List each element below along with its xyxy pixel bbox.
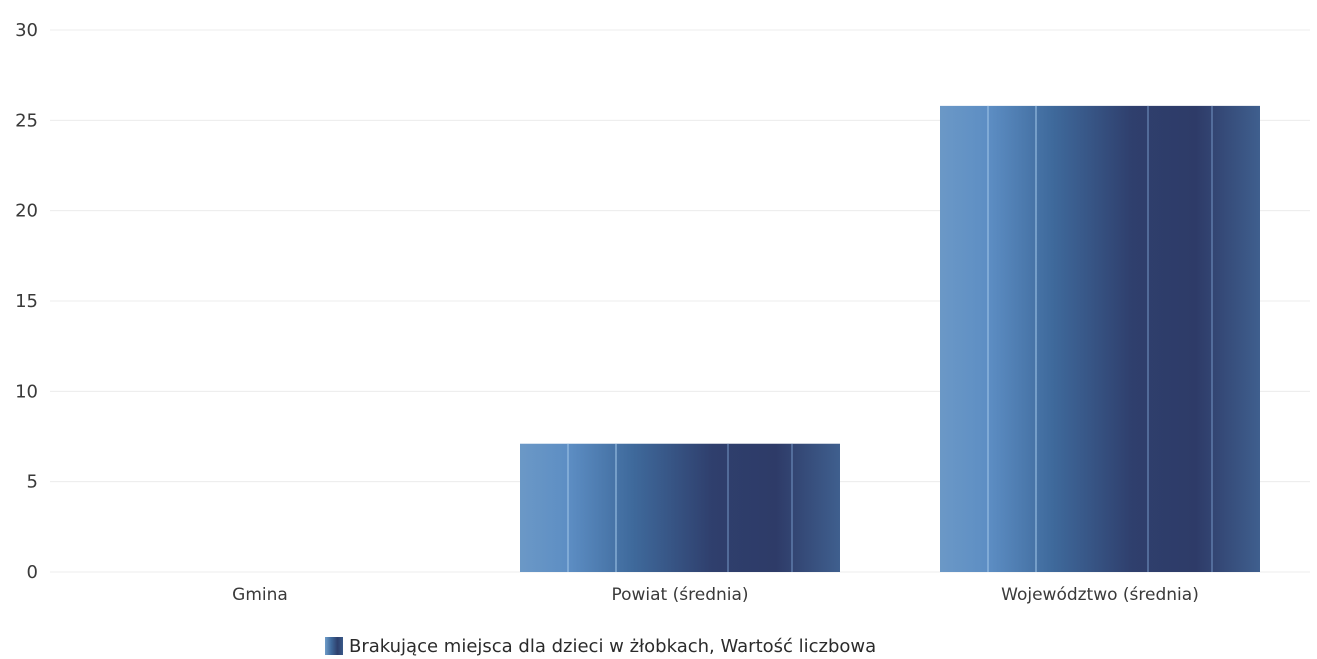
bar xyxy=(520,443,840,572)
bar xyxy=(940,105,1260,572)
gridlines xyxy=(50,29,1310,573)
y-tick-label: 5 xyxy=(27,472,38,493)
y-tick-label: 25 xyxy=(15,110,38,131)
x-category-label: Województwo (średnia) xyxy=(1001,585,1199,605)
y-tick-label: 0 xyxy=(27,562,38,583)
x-category-label: Powiat (średnia) xyxy=(611,585,748,605)
y-tick-label: 15 xyxy=(15,291,38,312)
legend-swatch xyxy=(325,637,343,655)
y-tick-label: 20 xyxy=(15,201,38,222)
legend-label: Brakujące miejsca dla dzieci w żłobkach,… xyxy=(349,635,877,657)
legend: Brakujące miejsca dla dzieci w żłobkach,… xyxy=(325,634,876,658)
x-category-label: Gmina xyxy=(232,585,288,605)
y-axis-ticks: 0 5 10 15 20 25 30 xyxy=(15,20,38,583)
y-tick-label: 30 xyxy=(15,20,38,41)
x-axis-categories: Gmina Powiat (średnia) Województwo (średni… xyxy=(232,585,1199,605)
y-tick-label: 10 xyxy=(15,381,38,402)
bars xyxy=(520,105,1260,572)
